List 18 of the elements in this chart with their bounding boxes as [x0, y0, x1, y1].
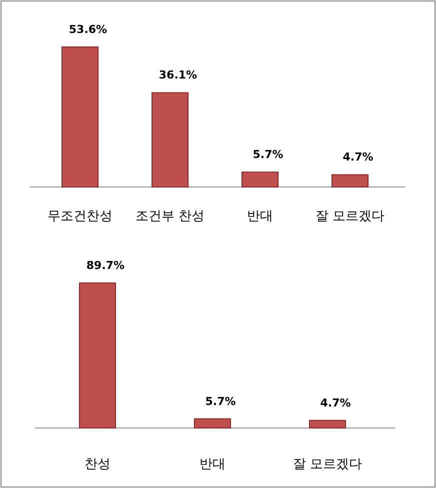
data-label: 4.7%	[342, 150, 374, 164]
x-tick-label: 잘 모르겠다	[292, 457, 362, 472]
data-label: 89.7%	[86, 259, 125, 272]
x-tick-label: 조건부 찬성	[135, 209, 205, 224]
data-label: 36.1%	[158, 68, 198, 82]
bar	[332, 174, 368, 188]
data-label: 5.7%	[205, 394, 236, 408]
bar	[62, 46, 98, 188]
bar	[242, 172, 278, 188]
data-label: 53.6%	[68, 23, 108, 36]
x-tick-label: 찬성	[84, 457, 110, 472]
data-label: 5.7%	[252, 148, 284, 162]
x-tick-label: 무조건찬성	[48, 209, 112, 224]
data-label: 4.7%	[320, 396, 351, 410]
bar	[152, 92, 188, 188]
x-tick-label: 반대	[200, 457, 226, 472]
x-tick-label: 잘 모르겠다	[315, 209, 385, 224]
x-tick-label: 반대	[247, 209, 273, 224]
